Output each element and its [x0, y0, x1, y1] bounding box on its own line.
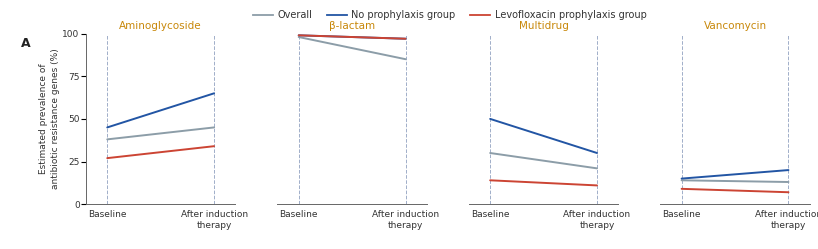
Title: Aminoglycoside: Aminoglycoside — [119, 21, 202, 31]
Title: Multidrug: Multidrug — [519, 21, 569, 31]
Title: β-lactam: β-lactam — [329, 21, 375, 31]
Text: A: A — [20, 37, 30, 50]
Y-axis label: Estimated prevalence of
antibiotic resistance genes (%): Estimated prevalence of antibiotic resis… — [38, 49, 60, 189]
Legend: Overall, No prophylaxis group, Levofloxacin prophylaxis group: Overall, No prophylaxis group, Levofloxa… — [249, 6, 650, 24]
Title: Vancomycin: Vancomycin — [703, 21, 766, 31]
